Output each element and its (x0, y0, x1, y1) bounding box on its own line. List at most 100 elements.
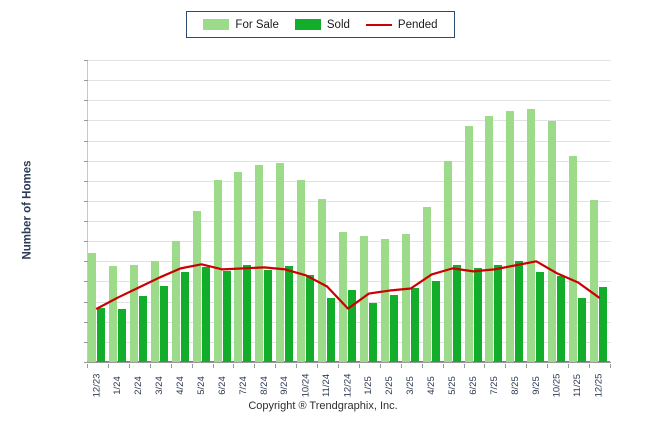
x-tick-label-text: 1/24 (111, 376, 123, 395)
bar-sold[interactable] (473, 268, 482, 362)
x-tick-label-text: 7/25 (488, 376, 500, 395)
bar-for-sale[interactable] (527, 109, 536, 362)
x-axis-labels: 12/23 1/24 2/24 3/24 4/24 5/24 6/24 7/24 8/24 9/2… (87, 364, 611, 408)
bar-for-sale[interactable] (401, 234, 410, 362)
bar-for-sale[interactable] (506, 111, 515, 362)
x-tick-mark (421, 364, 423, 368)
y-tick-mark (84, 221, 88, 223)
bar-sold[interactable] (494, 265, 503, 362)
bar-category (150, 60, 172, 362)
plot-area: 0200400600800100012001400160018002000220… (84, 60, 611, 363)
x-tick-label-text: 11/24 (321, 373, 333, 398)
bar-sold[interactable] (410, 287, 419, 362)
bar-sold[interactable] (97, 307, 105, 362)
bar-for-sale[interactable] (422, 206, 431, 362)
bar-sold[interactable] (327, 297, 336, 362)
bar-for-sale[interactable] (255, 164, 264, 362)
bar-for-sale[interactable] (88, 253, 96, 362)
x-tick-label-text: 5/24 (195, 376, 207, 395)
bar-for-sale[interactable] (359, 236, 368, 362)
x-tick-label-text: 9/25 (530, 376, 542, 395)
x-tick-mark (275, 364, 277, 368)
x-tick-mark (400, 364, 402, 368)
bar-sold[interactable] (264, 270, 273, 362)
bar-sold[interactable] (368, 302, 377, 362)
bar-category (88, 60, 109, 362)
bar-for-sale[interactable] (234, 171, 243, 362)
bar-sold[interactable] (389, 294, 398, 362)
x-tick-mark (128, 364, 130, 368)
bar-for-sale[interactable] (171, 241, 180, 362)
bar-sold[interactable] (243, 265, 252, 362)
x-tick-mark (505, 364, 507, 368)
x-tick-mark (568, 364, 570, 368)
bar-for-sale[interactable] (548, 121, 557, 362)
bar-sold[interactable] (222, 271, 231, 362)
x-tick-mark (547, 364, 549, 368)
x-tick-label: 12/23 (90, 366, 102, 398)
x-tick-label: 8/24 (258, 366, 270, 395)
bar-for-sale[interactable] (569, 155, 578, 362)
x-tick-label-text: 9/24 (279, 376, 291, 395)
x-tick-mark (254, 364, 256, 368)
x-tick-label-text: 3/24 (153, 376, 165, 395)
bar-sold[interactable] (306, 275, 315, 362)
x-tick-label-text: 12/23 (90, 373, 102, 398)
gridline (88, 100, 611, 102)
gridline (88, 80, 611, 82)
x-tick-label: 7/25 (488, 366, 500, 395)
bar-category (171, 60, 193, 362)
y-tick-mark (84, 140, 88, 142)
bar-sold[interactable] (285, 266, 294, 362)
bar-sold[interactable] (557, 276, 566, 362)
bar-sold[interactable] (452, 265, 461, 362)
bar-for-sale[interactable] (192, 211, 201, 362)
bar-sold[interactable] (117, 308, 126, 362)
x-tick-label-text: 7/24 (237, 376, 249, 395)
legend-item-sold: Sold (294, 19, 350, 31)
bar-category (318, 60, 339, 362)
bar-sold[interactable] (180, 272, 189, 362)
bar-for-sale[interactable] (276, 162, 285, 362)
bar-sold[interactable] (515, 261, 524, 362)
gridline (88, 180, 611, 182)
bar-category (485, 60, 506, 362)
copyright-footer: Copyright ® Trendgraphix, Inc. (248, 400, 398, 412)
x-tick-mark (442, 364, 444, 368)
bar-sold[interactable] (536, 272, 545, 362)
bar-sold[interactable] (578, 297, 587, 362)
x-tick-label: 4/24 (174, 366, 186, 395)
bar-sold[interactable] (201, 267, 210, 362)
bar-for-sale[interactable] (380, 239, 389, 362)
y-tick-mark (84, 362, 88, 363)
y-tick-mark (84, 341, 88, 343)
bar-sold[interactable] (599, 286, 608, 362)
bar-category (359, 60, 381, 362)
bar-for-sale[interactable] (318, 198, 327, 362)
bar-for-sale[interactable] (590, 199, 599, 362)
bar-for-sale[interactable] (443, 161, 452, 362)
legend-item-for-sale: For Sale (203, 19, 279, 31)
bar-category (527, 60, 548, 362)
y-tick-mark (84, 160, 88, 162)
bar-sold[interactable] (159, 285, 168, 362)
bar-category (506, 60, 527, 362)
bar-for-sale[interactable] (485, 116, 494, 362)
x-tick-label: 4/25 (425, 366, 437, 395)
bar-sold[interactable] (138, 295, 147, 362)
bar-sold[interactable] (431, 281, 440, 362)
x-tick-label-text: 12/24 (342, 373, 353, 398)
bar-sold[interactable] (348, 289, 357, 362)
bar-for-sale[interactable] (339, 232, 348, 362)
y-tick-mark (84, 60, 88, 61)
bar-for-sale[interactable] (108, 266, 117, 362)
gridline (88, 241, 611, 243)
bar-for-sale[interactable] (150, 261, 159, 362)
bar-for-sale[interactable] (129, 265, 138, 362)
x-tick-label-text: 1/25 (362, 376, 374, 395)
x-tick-label: 11/24 (321, 366, 333, 397)
bar-for-sale[interactable] (213, 179, 222, 362)
x-tick-label: 9/25 (530, 366, 542, 395)
bar-for-sale[interactable] (464, 126, 473, 362)
bar-for-sale[interactable] (297, 179, 306, 362)
